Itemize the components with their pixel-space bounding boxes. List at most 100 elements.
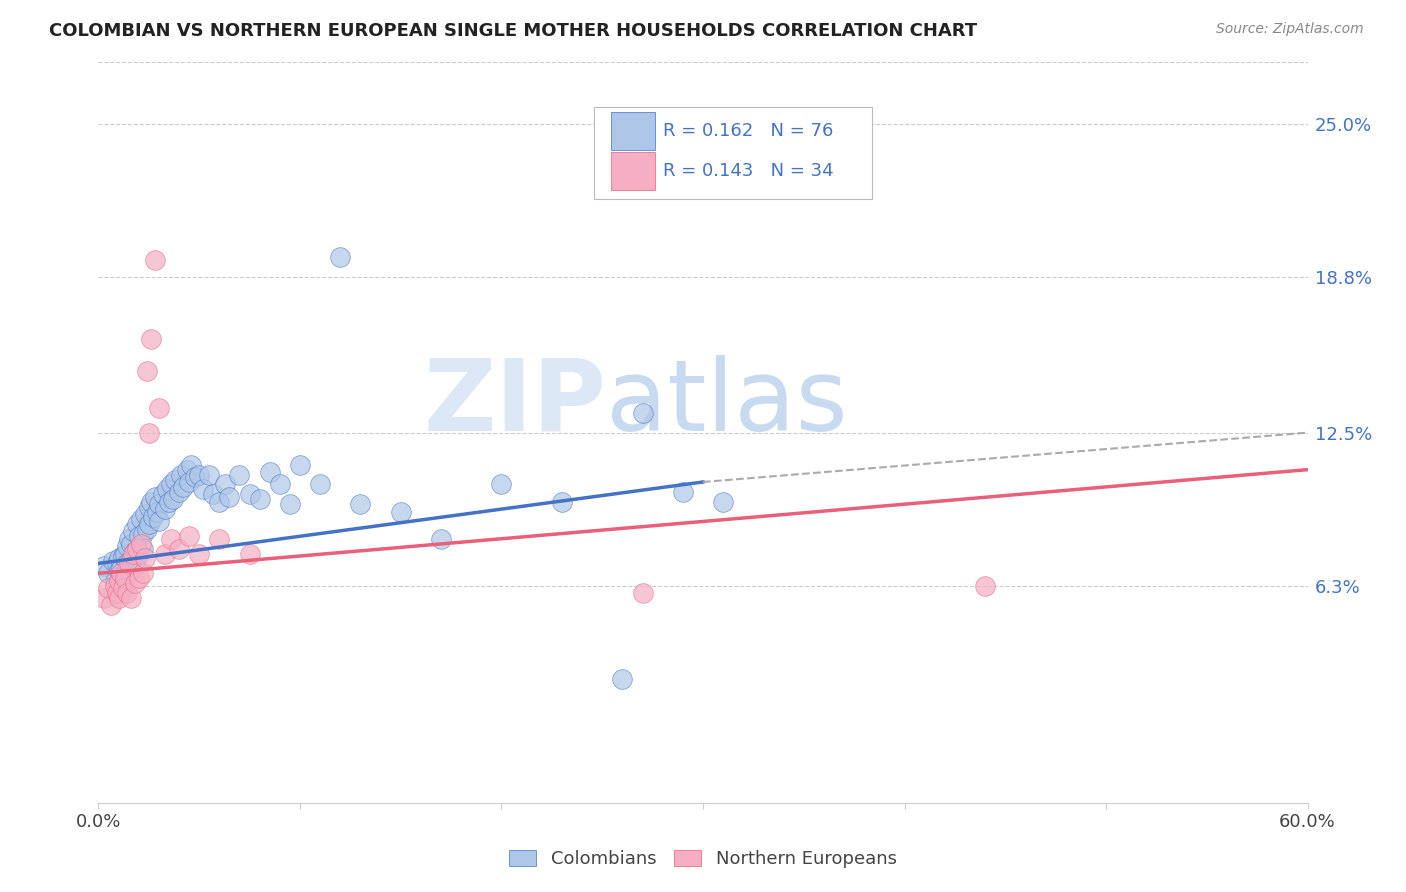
Point xyxy=(631,586,654,600)
Point xyxy=(120,554,142,568)
Point xyxy=(491,477,513,491)
Point xyxy=(148,401,170,415)
Point xyxy=(711,494,734,508)
Point xyxy=(198,467,221,482)
Point xyxy=(208,532,231,546)
Point xyxy=(115,539,138,553)
Point xyxy=(111,568,134,582)
Point xyxy=(143,490,166,504)
Point xyxy=(138,425,160,440)
Point xyxy=(100,599,122,613)
Text: COLOMBIAN VS NORTHERN EUROPEAN SINGLE MOTHER HOUSEHOLDS CORRELATION CHART: COLOMBIAN VS NORTHERN EUROPEAN SINGLE MO… xyxy=(49,22,977,40)
Point xyxy=(115,557,138,571)
Point xyxy=(214,477,236,491)
FancyBboxPatch shape xyxy=(612,112,655,150)
Point xyxy=(114,547,136,561)
Point xyxy=(114,571,136,585)
Text: atlas: atlas xyxy=(606,354,848,451)
Point xyxy=(118,564,141,578)
Text: R = 0.143   N = 34: R = 0.143 N = 34 xyxy=(664,161,834,179)
Point xyxy=(135,364,157,378)
Point xyxy=(180,458,202,472)
Point xyxy=(125,541,148,556)
Point xyxy=(269,477,291,491)
Point xyxy=(631,406,654,420)
Point xyxy=(97,581,120,595)
Point xyxy=(115,586,138,600)
Point xyxy=(249,492,271,507)
Point xyxy=(118,557,141,571)
Legend: Colombians, Northern Europeans: Colombians, Northern Europeans xyxy=(509,849,897,868)
Point xyxy=(167,541,190,556)
Point xyxy=(105,557,128,571)
Point xyxy=(239,487,262,501)
Point xyxy=(228,467,250,482)
Point xyxy=(128,547,150,561)
Point xyxy=(121,524,143,539)
Point xyxy=(129,512,152,526)
Point xyxy=(125,516,148,531)
Point xyxy=(329,251,352,265)
Point xyxy=(129,536,152,550)
FancyBboxPatch shape xyxy=(595,107,872,200)
Point xyxy=(162,492,184,507)
Point xyxy=(163,473,186,487)
Point xyxy=(202,487,225,501)
Point xyxy=(110,566,132,581)
Point xyxy=(132,566,155,581)
Point xyxy=(105,586,128,600)
Point xyxy=(672,484,695,499)
Point xyxy=(152,487,174,501)
Point xyxy=(101,554,124,568)
Point xyxy=(974,579,997,593)
Point xyxy=(288,458,311,472)
Point xyxy=(146,505,169,519)
Point xyxy=(135,522,157,536)
Point xyxy=(120,536,142,550)
Point xyxy=(239,547,262,561)
Point xyxy=(118,532,141,546)
Point xyxy=(184,470,207,484)
Point xyxy=(551,494,574,508)
Point xyxy=(138,516,160,531)
Text: Source: ZipAtlas.com: Source: ZipAtlas.com xyxy=(1216,22,1364,37)
Point xyxy=(148,515,170,529)
Text: ZIP: ZIP xyxy=(423,354,606,451)
Point xyxy=(153,502,176,516)
Point xyxy=(193,483,215,497)
Point xyxy=(309,477,332,491)
Point xyxy=(278,497,301,511)
Point xyxy=(138,500,160,514)
Point xyxy=(188,467,211,482)
Point xyxy=(160,532,183,546)
Point xyxy=(103,574,125,588)
Point xyxy=(172,480,194,494)
Point xyxy=(107,591,129,605)
Point xyxy=(124,558,146,573)
Point xyxy=(156,483,179,497)
Point xyxy=(139,332,162,346)
Point xyxy=(103,579,125,593)
Point xyxy=(612,673,634,687)
Point xyxy=(349,497,371,511)
Point xyxy=(170,467,193,482)
Point xyxy=(188,547,211,561)
Point xyxy=(124,576,146,591)
Point xyxy=(132,526,155,541)
Point xyxy=(430,532,453,546)
Point xyxy=(143,252,166,267)
Point xyxy=(128,571,150,585)
Point xyxy=(153,547,176,561)
Point xyxy=(93,591,115,605)
Point xyxy=(176,462,198,476)
Point xyxy=(97,566,120,581)
Point xyxy=(134,551,156,566)
Text: R = 0.162   N = 76: R = 0.162 N = 76 xyxy=(664,121,834,140)
FancyBboxPatch shape xyxy=(612,153,655,190)
Point xyxy=(179,475,201,489)
Point xyxy=(124,544,146,558)
Point xyxy=(142,509,165,524)
Point xyxy=(128,529,150,543)
Point xyxy=(134,507,156,521)
Point xyxy=(114,566,136,581)
